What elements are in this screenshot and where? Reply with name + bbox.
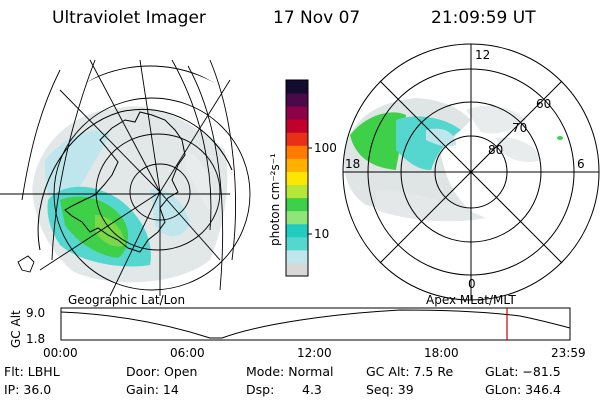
mlat-label-70: 70 (512, 121, 527, 135)
seq-info: Seq: 39 (366, 382, 414, 397)
alt-ylabel: GC Alt (9, 310, 23, 348)
mode-info: Mode: Normal (246, 364, 334, 379)
mlt-label-0: 0 (468, 277, 476, 291)
apex-caption: Apex MLat/MLT (426, 293, 516, 307)
colorbar-tick-100: 100 (314, 141, 337, 155)
colorbar: 100 10 photon cm⁻²s⁻¹ (268, 79, 337, 277)
glon-info: GLon: 346.4 (485, 382, 561, 397)
colorbar-segment (286, 93, 308, 107)
mlat-label-60: 60 (536, 97, 551, 111)
colorbar-unit-label: photon cm⁻²s⁻¹ (268, 153, 282, 246)
glat-info: GLat: −81.5 (485, 364, 561, 379)
colorbar-segment (286, 236, 308, 251)
altitude-curve (60, 309, 571, 339)
colorbar-segment (286, 210, 308, 225)
gain-info: Gain: 14 (126, 382, 179, 397)
colorbar-segment (286, 106, 308, 120)
geographic-map-panel (0, 59, 268, 300)
colorbar-segment (286, 80, 308, 94)
colorbar-segment (286, 132, 308, 146)
coastline-outline (64, 111, 186, 253)
island-outline (17, 255, 35, 273)
ip-info: IP: 36.0 (4, 382, 52, 397)
alt-xtick-4: 23:59 (551, 346, 586, 360)
geographic-caption: Geographic Lat/Lon (68, 293, 186, 307)
colorbar-gradient (286, 80, 308, 277)
instrument-title: Ultraviolet Imager (52, 8, 206, 28)
polar-mlt-panel: 12 18 6 0 60 70 80 (342, 43, 600, 301)
altitude-timeline: GC Alt 9.0 1.8 (9, 306, 571, 348)
mlt-label-6: 6 (577, 157, 585, 171)
alt-xtick-2: 12:00 (297, 346, 332, 360)
dsp-label: Dsp: (246, 382, 275, 397)
dsp-value: 4.3 (302, 382, 322, 397)
colorbar-segment (286, 184, 308, 199)
alt-ytick-low: 1.8 (26, 332, 45, 346)
colorbar-segment (286, 171, 308, 186)
colorbar-tick-10: 10 (314, 227, 329, 241)
alt-xtick-3: 18:00 (424, 346, 459, 360)
colorbar-segment (286, 262, 308, 277)
latlon-grid (0, 59, 268, 300)
colorbar-segment (286, 249, 308, 264)
colorbar-segment (286, 158, 308, 172)
colorbar-segment (286, 119, 308, 133)
door-info: Door: Open (126, 364, 198, 379)
colorbar-segment (286, 197, 308, 212)
mlt-label-12: 12 (475, 48, 490, 62)
date-label: 17 Nov 07 (273, 8, 361, 28)
filter-info: Flt: LBHL (4, 364, 60, 379)
colorbar-segment (286, 145, 308, 159)
gc-alt-info: GC Alt: 7.5 Re (366, 364, 454, 379)
mlat-grid (342, 43, 600, 301)
alt-xtick-0: 00:00 (43, 346, 78, 360)
colorbar-segment (286, 223, 308, 238)
alt-ytick-high: 9.0 (26, 306, 45, 320)
alt-xtick-1: 06:00 (170, 346, 205, 360)
time-label: 21:09:59 UT (431, 8, 536, 28)
mlt-label-18: 18 (345, 157, 360, 171)
uvi-image-right (344, 98, 563, 222)
mlat-label-80: 80 (488, 143, 503, 157)
